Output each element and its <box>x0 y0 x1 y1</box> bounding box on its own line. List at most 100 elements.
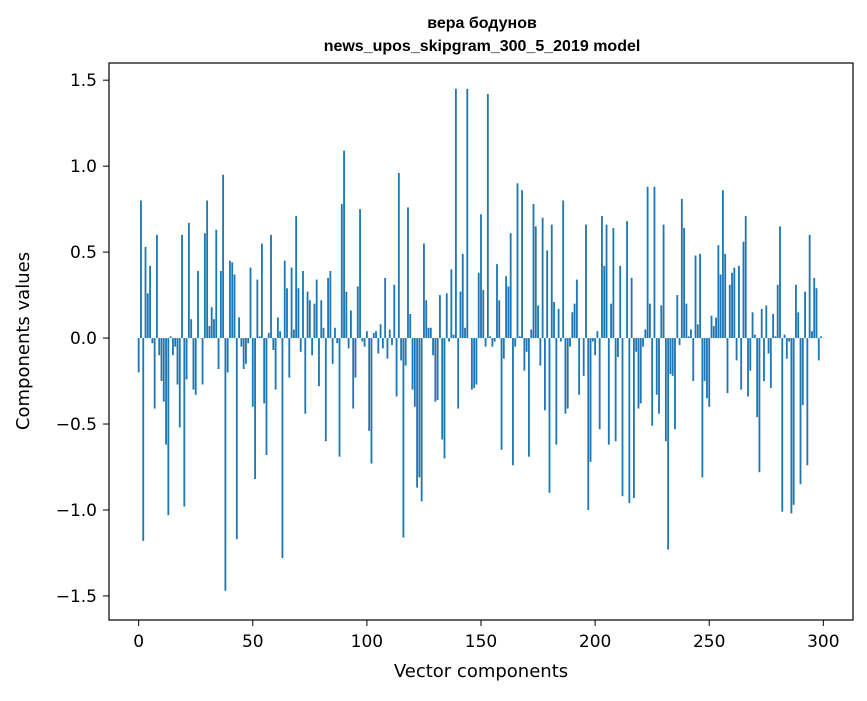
bar-38 <box>224 338 226 591</box>
bar-84 <box>329 271 331 338</box>
bar-82 <box>325 338 327 441</box>
bar-130 <box>434 338 436 402</box>
bar-191 <box>574 304 576 338</box>
bar-232 <box>667 338 669 549</box>
bar-218 <box>635 338 637 352</box>
bar-46 <box>243 338 245 369</box>
bar-65 <box>286 288 288 338</box>
bar-186 <box>562 201 564 339</box>
bar-245 <box>697 324 699 338</box>
bar-108 <box>384 278 386 338</box>
bar-249 <box>706 338 708 398</box>
bar-68 <box>293 329 295 338</box>
bar-270 <box>754 335 756 338</box>
bar-117 <box>405 338 407 366</box>
bar-268 <box>749 338 751 371</box>
bar-83 <box>327 278 329 338</box>
bar-282 <box>781 338 783 512</box>
bar-36 <box>220 271 222 338</box>
bar-267 <box>747 338 749 396</box>
bar-192 <box>576 280 578 338</box>
bar-264 <box>740 338 742 390</box>
bar-105 <box>377 338 379 353</box>
bar-176 <box>539 338 541 366</box>
bar-151 <box>482 290 484 338</box>
bar-49 <box>250 268 252 338</box>
bar-261 <box>733 268 735 338</box>
bar-210 <box>617 338 619 357</box>
bar-167 <box>519 336 521 338</box>
bar-50 <box>252 338 254 407</box>
bar-53 <box>259 336 261 338</box>
bar-52 <box>256 280 258 338</box>
bar-37 <box>222 175 224 338</box>
bar-120 <box>412 338 414 390</box>
bar-150 <box>480 214 482 338</box>
bar-285 <box>788 338 790 341</box>
bar-137 <box>450 269 452 338</box>
bar-204 <box>603 266 605 338</box>
bar-34 <box>215 230 217 338</box>
bar-183 <box>555 338 557 445</box>
bar-195 <box>583 338 585 376</box>
bar-256 <box>722 190 724 338</box>
bar-123 <box>418 338 420 477</box>
bar-158 <box>498 300 500 338</box>
bar-286 <box>790 338 792 513</box>
bar-119 <box>409 314 411 338</box>
bar-30 <box>206 201 208 339</box>
bar-234 <box>672 338 674 376</box>
bar-226 <box>654 187 656 338</box>
bar-164 <box>512 338 514 465</box>
bar-6 <box>151 338 153 343</box>
bar-296 <box>813 278 815 338</box>
bar-291 <box>802 338 804 405</box>
bar-258 <box>727 338 729 393</box>
x-tick-label: 50 <box>242 632 264 652</box>
bar-211 <box>619 266 621 338</box>
bar-44 <box>238 317 240 338</box>
bar-153 <box>487 94 489 338</box>
bar-281 <box>779 226 781 338</box>
bar-239 <box>683 228 685 338</box>
bar-129 <box>432 338 434 355</box>
bar-86 <box>334 328 336 338</box>
bar-63 <box>282 338 284 558</box>
bar-16 <box>174 338 176 347</box>
bar-260 <box>731 273 733 338</box>
bar-152 <box>485 338 487 347</box>
x-tick-label: 0 <box>133 632 144 652</box>
bar-215 <box>628 338 630 503</box>
x-axis-label: Vector components <box>394 661 568 682</box>
bar-113 <box>396 338 398 396</box>
bar-1 <box>140 201 142 339</box>
bar-101 <box>368 338 370 431</box>
bar-128 <box>430 328 432 338</box>
bar-156 <box>494 338 496 341</box>
bar-243 <box>692 338 694 381</box>
bar-138 <box>453 335 455 338</box>
bar-51 <box>254 338 256 479</box>
bar-274 <box>763 338 765 381</box>
bar-61 <box>277 317 279 338</box>
bar-283 <box>784 335 786 338</box>
bar-121 <box>414 338 416 407</box>
bar-60 <box>275 338 277 390</box>
bar-22 <box>188 223 190 338</box>
bar-18 <box>179 338 181 427</box>
bar-54 <box>261 244 263 339</box>
bar-116 <box>402 338 404 537</box>
bar-90 <box>343 151 345 338</box>
bar-196 <box>585 225 587 338</box>
bar-91 <box>345 292 347 338</box>
bar-212 <box>622 338 624 496</box>
bar-202 <box>599 338 601 429</box>
bar-235 <box>674 338 676 429</box>
bar-136 <box>448 338 450 341</box>
bar-102 <box>371 338 373 464</box>
bar-265 <box>743 242 745 338</box>
bar-294 <box>809 235 811 338</box>
bar-263 <box>738 266 740 338</box>
bar-10 <box>161 338 163 381</box>
